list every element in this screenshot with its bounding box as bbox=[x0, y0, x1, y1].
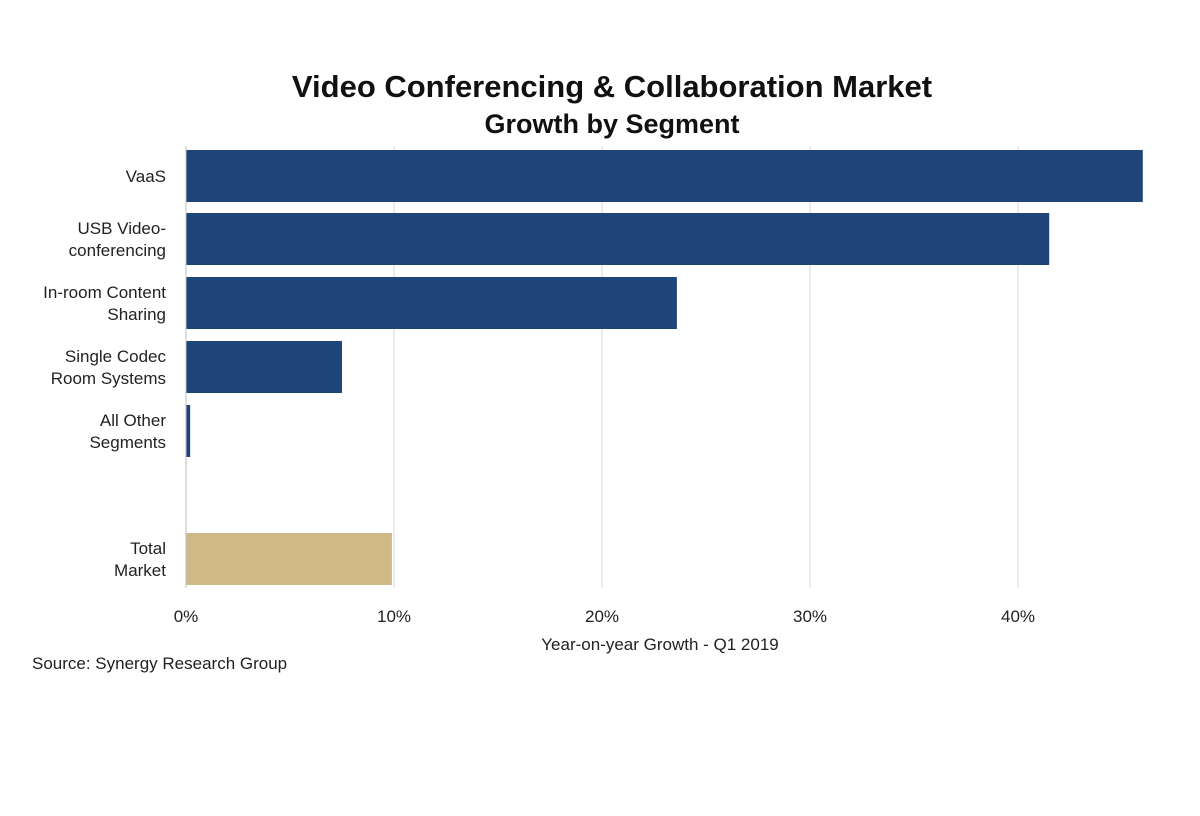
gridlines bbox=[393, 146, 1019, 588]
chart-subtitle: Growth by Segment bbox=[484, 109, 739, 139]
category-label: Single Codec Room Systems bbox=[51, 347, 167, 388]
bar-segment bbox=[186, 277, 677, 329]
bar-total bbox=[186, 533, 392, 585]
x-tick-label: 10% bbox=[377, 607, 411, 626]
x-tick-label: 0% bbox=[174, 607, 199, 626]
category-label: All Other Segments bbox=[89, 411, 166, 452]
category-label: VaaS bbox=[126, 167, 166, 186]
x-tick-label: 20% bbox=[585, 607, 619, 626]
category-label: Total Market bbox=[114, 539, 166, 580]
category-labels: VaaS USB Video-conferencing In-room Conten… bbox=[43, 167, 166, 580]
chart-title: Video Conferencing & Collaboration Marke… bbox=[292, 69, 932, 104]
bar-segment bbox=[186, 213, 1050, 265]
x-tick-label: 40% bbox=[1001, 607, 1035, 626]
x-tick-labels: 0% 10% 20% 30% 40% bbox=[174, 607, 1035, 626]
category-label: In-room Content Sharing bbox=[43, 283, 166, 324]
bar-segment bbox=[186, 341, 342, 393]
bar-segment bbox=[186, 150, 1143, 202]
x-axis-title: Year-on-year Growth - Q1 2019 bbox=[541, 635, 779, 654]
x-tick-label: 30% bbox=[793, 607, 827, 626]
category-label: USB Video-conferencing bbox=[69, 219, 166, 260]
source-note: Source: Synergy Research Group bbox=[32, 654, 287, 673]
bars bbox=[186, 150, 1143, 585]
bar-segment bbox=[186, 405, 191, 457]
